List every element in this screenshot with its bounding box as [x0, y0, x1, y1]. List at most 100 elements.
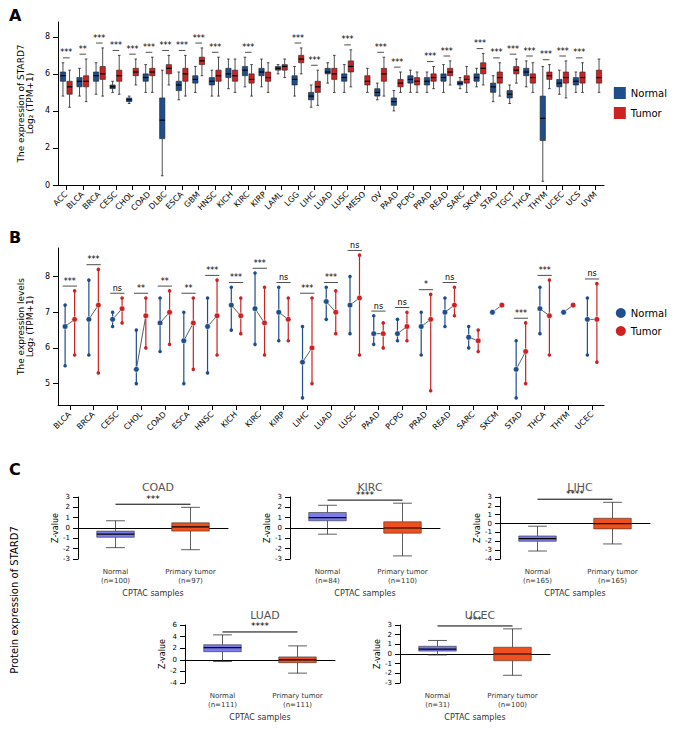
- svg-text:-3: -3: [275, 555, 282, 563]
- svg-text:***: ***: [557, 47, 569, 56]
- svg-text:***: ***: [490, 48, 502, 57]
- svg-text:0: 0: [173, 656, 177, 664]
- svg-text:***: ***: [474, 39, 486, 48]
- svg-text:Normal: Normal: [315, 568, 340, 576]
- svg-text:CPTAC samples: CPTAC samples: [229, 713, 290, 722]
- svg-text:4: 4: [45, 106, 50, 115]
- svg-text:-1: -1: [63, 534, 70, 542]
- svg-text:SKCM: SKCM: [478, 410, 500, 432]
- svg-text:Primary tumor: Primary tumor: [487, 692, 538, 700]
- svg-text:***: ***: [110, 41, 122, 50]
- svg-text:2: 2: [488, 502, 492, 510]
- svg-text:-2: -2: [63, 545, 70, 553]
- svg-text:***: ***: [424, 52, 436, 61]
- svg-text:*: *: [424, 280, 428, 289]
- svg-text:ns: ns: [588, 269, 597, 278]
- svg-text:READ: READ: [431, 410, 453, 432]
- svg-text:HNSC: HNSC: [196, 190, 219, 213]
- svg-text:***: ***: [292, 34, 304, 43]
- svg-text:CHOL: CHOL: [122, 409, 145, 432]
- svg-text:Primary tumor: Primary tumor: [587, 568, 638, 576]
- svg-text:(n=84): (n=84): [315, 577, 340, 585]
- svg-text:****: ****: [251, 621, 270, 631]
- svg-text:***: ***: [308, 56, 320, 65]
- svg-text:Normal: Normal: [525, 568, 550, 576]
- svg-text:***: ***: [242, 43, 254, 52]
- svg-text:***: ***: [64, 277, 76, 286]
- svg-text:THYM: THYM: [526, 190, 549, 213]
- svg-text:CPTAC samples: CPTAC samples: [444, 713, 505, 722]
- svg-text:CPTAC samples: CPTAC samples: [122, 589, 183, 598]
- svg-text:***: ***: [515, 309, 527, 318]
- svg-text:***: ***: [160, 41, 172, 50]
- svg-text:CPTAC samples: CPTAC samples: [334, 589, 395, 598]
- svg-text:ns: ns: [374, 302, 383, 311]
- svg-text:0: 0: [45, 181, 50, 190]
- svg-text:KICH: KICH: [215, 190, 235, 210]
- svg-text:**: **: [161, 277, 169, 286]
- svg-text:UCEC: UCEC: [573, 410, 595, 432]
- svg-text:COAD: COAD: [145, 410, 168, 433]
- svg-text:3: 3: [388, 621, 392, 629]
- svg-text:(n=165): (n=165): [523, 577, 552, 585]
- svg-text:5: 5: [45, 379, 50, 388]
- svg-text:Log₂ (TPM+1): Log₂ (TPM+1): [25, 73, 35, 135]
- svg-text:3: 3: [488, 493, 492, 501]
- svg-text:1: 1: [278, 514, 282, 522]
- svg-text:**: **: [137, 284, 145, 293]
- svg-text:***: ***: [507, 45, 519, 54]
- svg-text:Z-value: Z-value: [263, 513, 272, 543]
- svg-text:LUSC: LUSC: [337, 410, 358, 431]
- svg-text:B: B: [9, 228, 21, 247]
- svg-text:Z-value: Z-value: [158, 639, 167, 669]
- svg-text:SKCM: SKCM: [461, 190, 483, 212]
- svg-text:1: 1: [488, 511, 492, 519]
- svg-text:6: 6: [173, 621, 178, 629]
- svg-text:0: 0: [66, 524, 70, 532]
- svg-text:3: 3: [278, 493, 282, 501]
- svg-text:C: C: [9, 460, 21, 479]
- svg-text:-2: -2: [170, 667, 177, 675]
- svg-text:-2: -2: [275, 545, 282, 553]
- svg-text:CESC: CESC: [99, 410, 121, 432]
- svg-text:***: ***: [441, 47, 453, 56]
- svg-text:CPTAC samples: CPTAC samples: [544, 589, 605, 598]
- svg-text:-1: -1: [385, 660, 392, 668]
- svg-text:LAML: LAML: [263, 189, 285, 211]
- svg-text:Z-value: Z-value: [473, 513, 482, 543]
- svg-text:(n=97): (n=97): [178, 577, 203, 585]
- svg-text:***: ***: [93, 34, 105, 43]
- svg-text:***: ***: [301, 284, 313, 293]
- svg-text:(n=165): (n=165): [598, 577, 627, 585]
- svg-text:ns: ns: [279, 273, 288, 282]
- svg-text:***: ***: [391, 58, 403, 67]
- svg-text:***: ***: [88, 255, 100, 264]
- svg-text:-2: -2: [385, 669, 392, 677]
- svg-text:ns: ns: [445, 273, 454, 282]
- svg-text:Normal: Normal: [631, 88, 667, 99]
- svg-text:LGG: LGG: [283, 190, 301, 208]
- svg-text:2: 2: [173, 644, 177, 652]
- svg-text:KIRC: KIRC: [357, 481, 383, 494]
- svg-text:MESO: MESO: [344, 190, 367, 213]
- svg-text:***: ***: [230, 273, 242, 282]
- svg-text:1: 1: [388, 640, 392, 648]
- svg-text:***: ***: [60, 48, 72, 57]
- svg-text:***: ***: [573, 48, 585, 57]
- svg-text:PAAD: PAAD: [360, 410, 382, 432]
- svg-text:READ: READ: [428, 190, 450, 212]
- svg-text:0: 0: [278, 524, 282, 532]
- svg-text:Normal: Normal: [210, 692, 235, 700]
- svg-text:Primary tumor: Primary tumor: [377, 568, 428, 576]
- svg-text:UCEC: UCEC: [465, 609, 496, 622]
- svg-text:THCA: THCA: [525, 409, 548, 432]
- svg-text:ns: ns: [398, 298, 407, 307]
- svg-text:Normal: Normal: [103, 568, 128, 576]
- svg-text:LIHC: LIHC: [567, 481, 593, 494]
- svg-text:(n=100): (n=100): [498, 701, 527, 709]
- svg-text:ESCA: ESCA: [170, 409, 192, 431]
- svg-text:***: ***: [325, 273, 337, 282]
- svg-text:-4: -4: [485, 555, 493, 563]
- svg-text:4: 4: [173, 633, 178, 641]
- svg-text:2: 2: [278, 503, 282, 511]
